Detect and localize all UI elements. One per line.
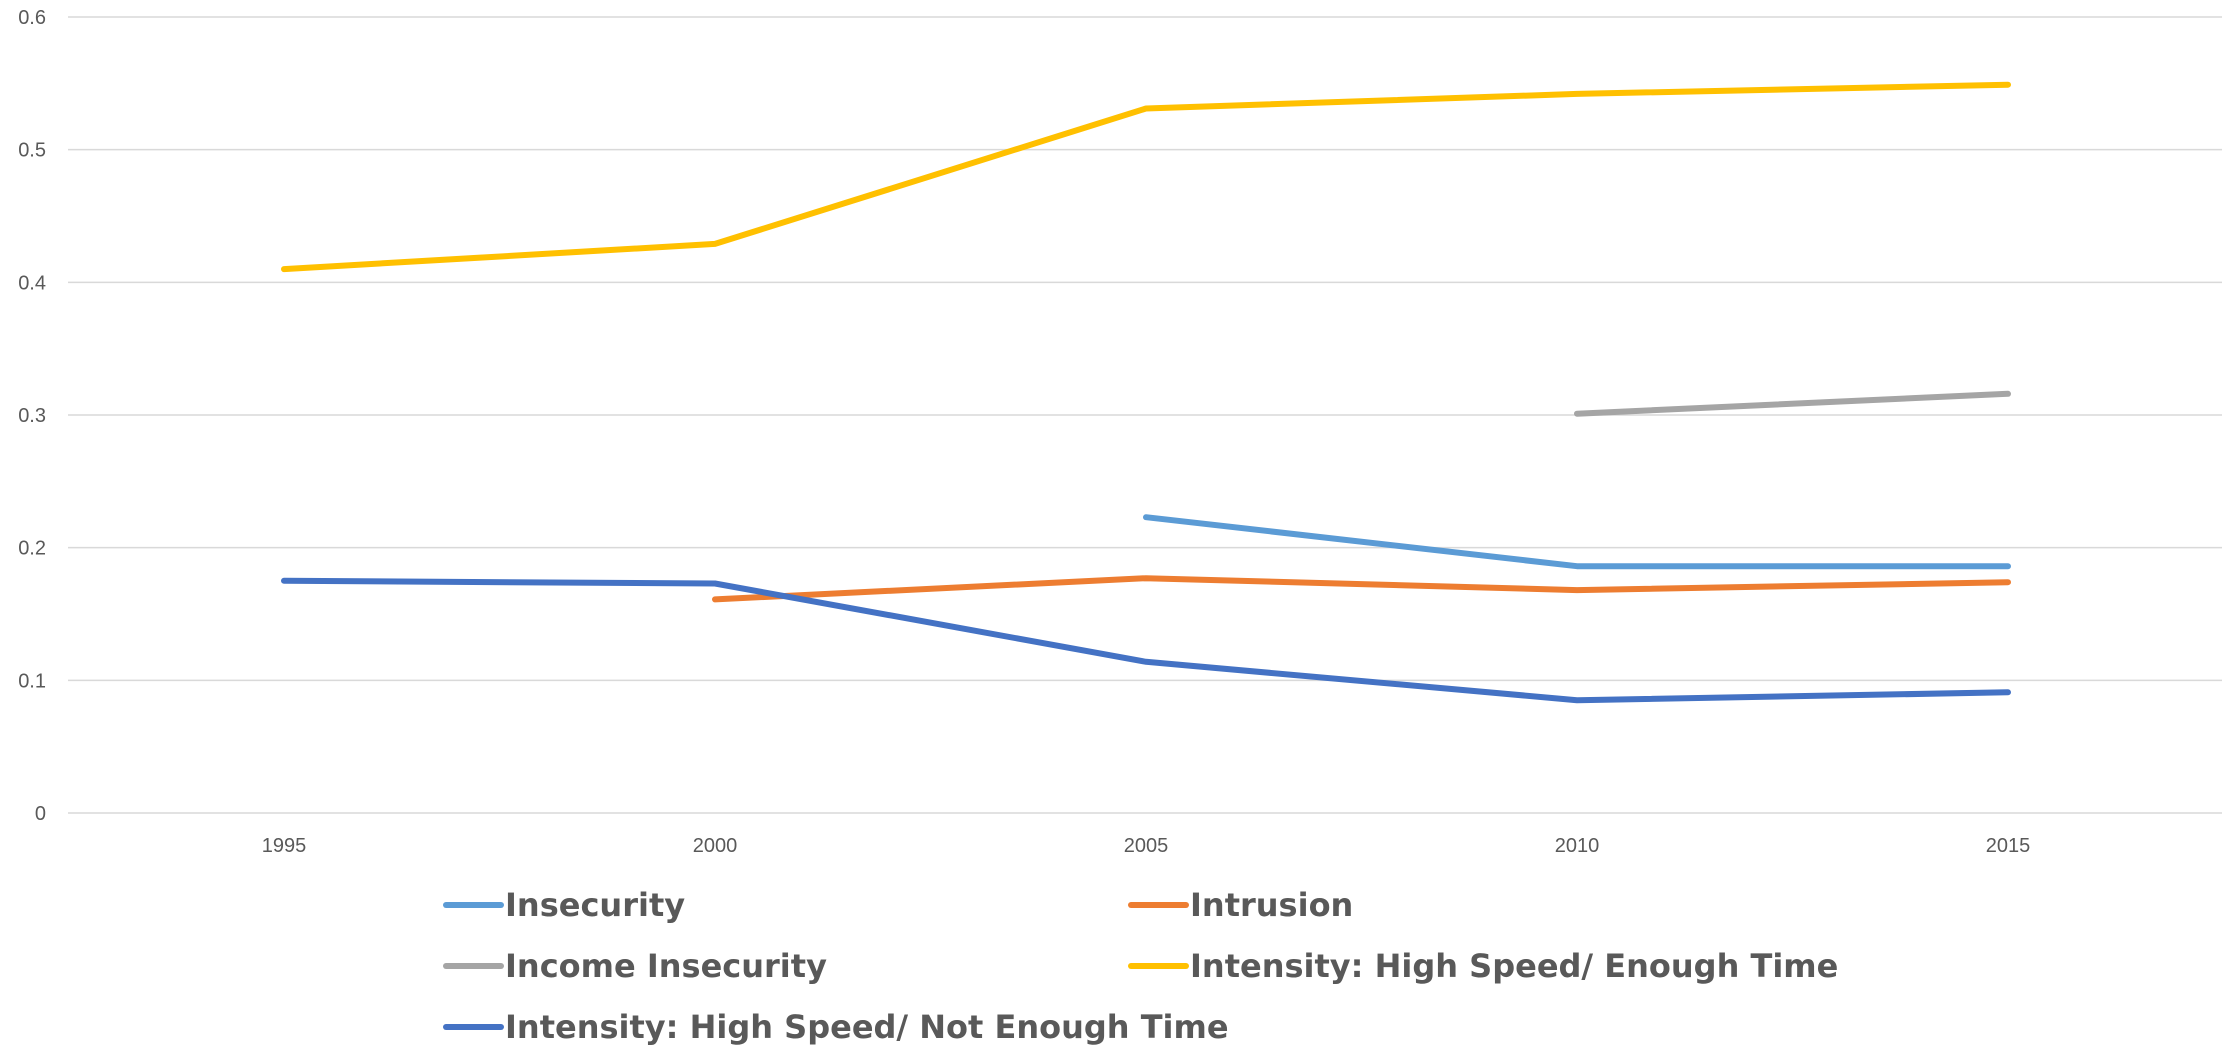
legend-label: Intensity: High Speed/ Enough Time — [1190, 947, 1838, 985]
x-tick-label: 1995 — [262, 835, 307, 857]
series-line-0 — [1143, 514, 2011, 570]
legend-label: Insecurity — [505, 886, 685, 924]
legend-item: Intensity: High Speed/ Enough Time — [1128, 947, 1838, 985]
series-line-1 — [712, 575, 2011, 603]
series-line-3 — [281, 81, 2011, 273]
legend: Insecurity Intrusion Income Insecurity Inte… — [443, 886, 1838, 1045]
y-tick-label: 0.4 — [18, 272, 46, 294]
series-line-4 — [281, 577, 2011, 704]
y-tick-label: 0.2 — [18, 538, 46, 560]
legend-item: Income Insecurity — [443, 947, 827, 985]
x-tick-label: 2005 — [1124, 835, 1169, 857]
y-axis: 0 0.1 0.2 0.3 0.4 0.5 0.6 — [18, 7, 46, 825]
gridlines — [68, 16, 2222, 814]
y-tick-label: 0.5 — [18, 140, 46, 162]
y-tick-label: 0.6 — [18, 7, 46, 29]
legend-label: Intrusion — [1190, 886, 1353, 924]
x-tick-label: 2010 — [1555, 835, 1600, 857]
legend-item: Intrusion — [1128, 886, 1353, 924]
series-line-2 — [1574, 390, 2011, 417]
x-tick-label: 2000 — [693, 835, 738, 857]
x-axis: 1995 2000 2005 2010 2015 — [262, 835, 2031, 857]
legend-label: Intensity: High Speed/ Not Enough Time — [505, 1008, 1229, 1045]
legend-item: Intensity: High Speed/ Not Enough Time — [443, 1008, 1229, 1045]
legend-label: Income Insecurity — [505, 947, 827, 985]
y-tick-label: 0.1 — [18, 670, 46, 692]
series-lines — [281, 81, 2011, 704]
y-tick-label: 0 — [35, 803, 46, 825]
y-tick-label: 0.3 — [18, 405, 46, 427]
x-tick-label: 2015 — [1986, 835, 2031, 857]
legend-item: Insecurity — [443, 886, 685, 924]
